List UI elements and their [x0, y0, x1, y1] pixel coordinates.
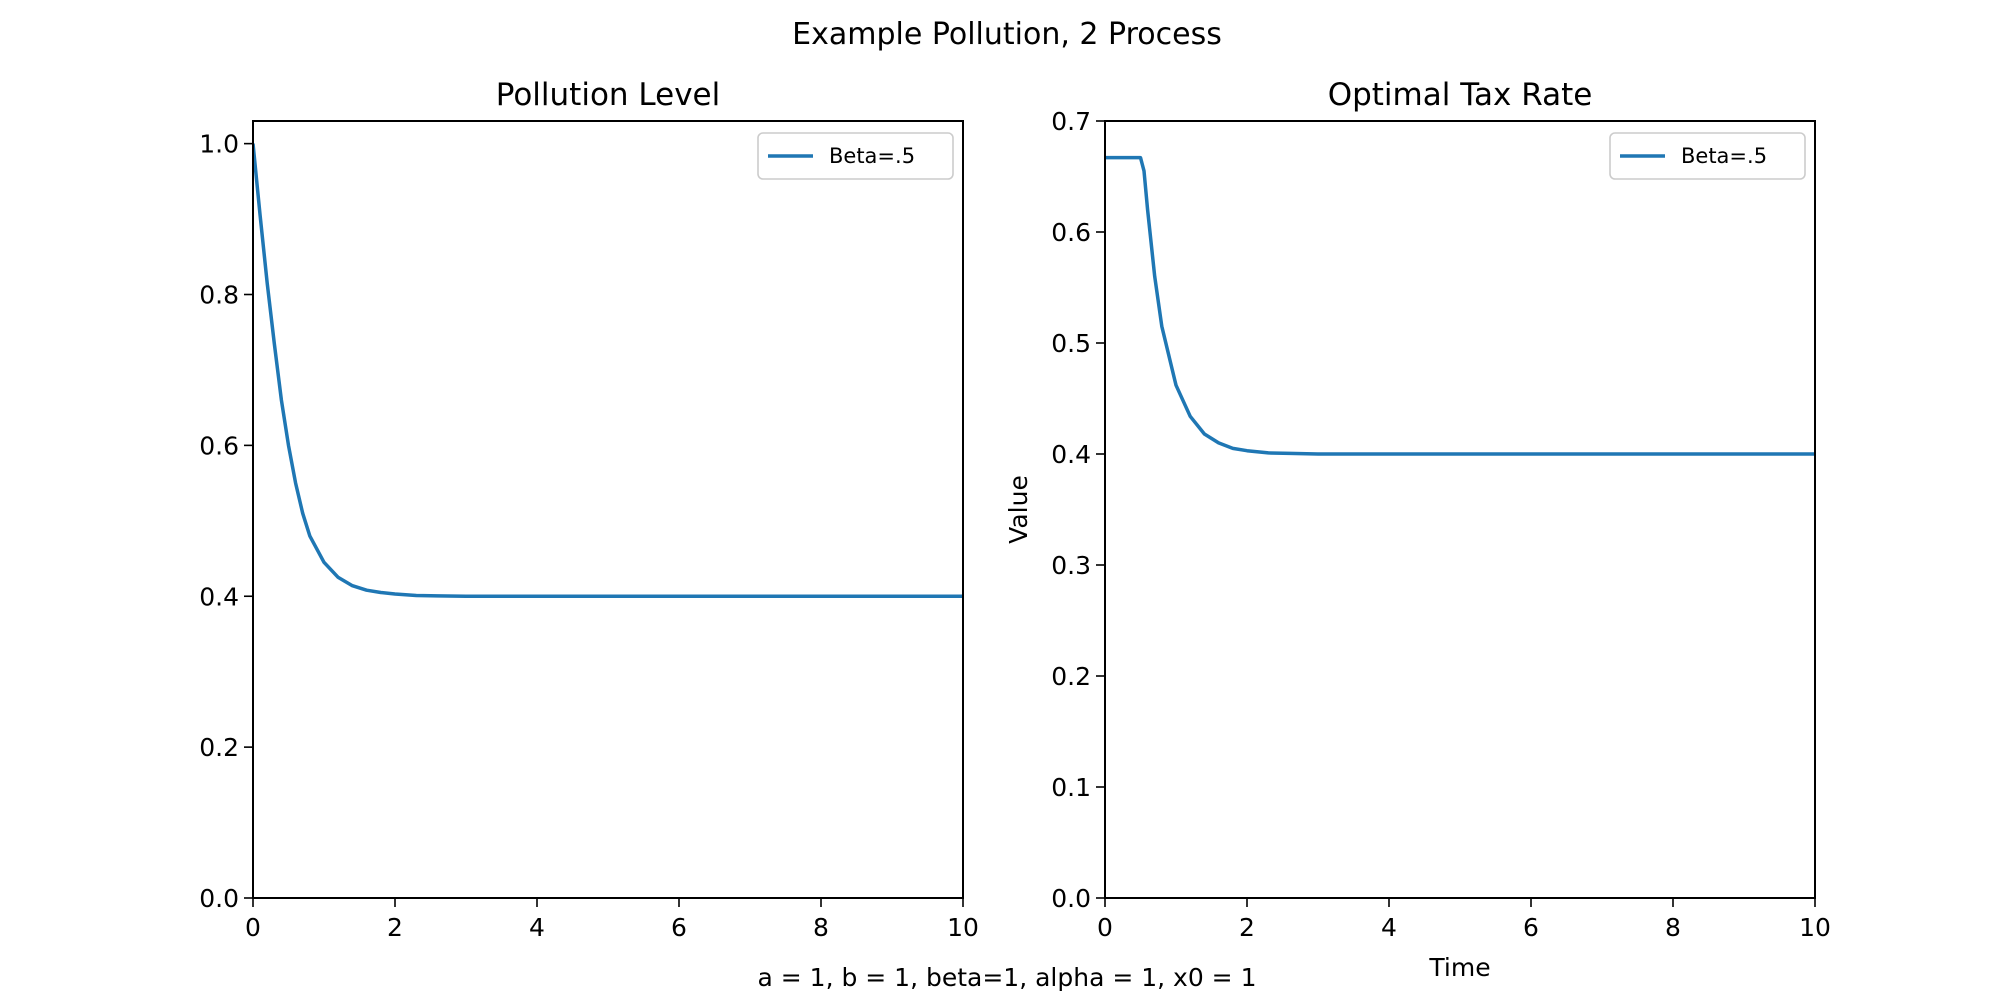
- x-tick-label: 6: [1523, 913, 1539, 942]
- x-tick-label: 8: [813, 913, 829, 942]
- x-tick-label: 4: [529, 913, 545, 942]
- y-tick-label: 0.8: [199, 281, 239, 310]
- y-tick-label: 1.0: [199, 130, 239, 159]
- figure-footnote: a = 1, b = 1, beta=1, alpha = 1, x0 = 1: [758, 963, 1257, 992]
- pollution-level-panel: Pollution Level 0 2 4 6 8 10 0.0 0.2 0.4 0.6 0.8 1.0…: [199, 77, 979, 942]
- x-tick-label: 10: [1799, 913, 1831, 942]
- axes-frame: [252, 120, 964, 899]
- panel-title: Optimal Tax Rate: [1328, 77, 1593, 113]
- y-axis-label: Value: [1004, 475, 1033, 544]
- y-tick-label: 0.1: [1051, 773, 1091, 802]
- x-tick-label: 4: [1381, 913, 1397, 942]
- y-tick-label: 0.6: [199, 431, 239, 460]
- y-tick-label: 0.0: [1051, 884, 1091, 913]
- legend-box: [1609, 132, 1806, 180]
- panel-title: Pollution Level: [496, 77, 721, 113]
- y-tick-label: 0.5: [1051, 329, 1091, 358]
- x-tick-label: 0: [245, 913, 261, 942]
- legend-box: [757, 132, 954, 180]
- series-line-0: [1105, 155, 1815, 456]
- series-line-0: [253, 143, 963, 599]
- axes-frame: [1104, 120, 1816, 899]
- x-tick-label: 8: [1665, 913, 1681, 942]
- y-tick-label: 0.4: [199, 582, 239, 611]
- x-tick-label: 0: [1097, 913, 1113, 942]
- legend-label: Beta=.5: [829, 144, 915, 168]
- y-tick-label: 0.3: [1051, 551, 1091, 580]
- x-tick-label: 2: [387, 913, 403, 942]
- optimal-tax-rate-panel: Optimal Tax Rate 0 2 4 6 8 10 0.0 0.1 0.2 0.3 0.4 0.…: [1004, 77, 1831, 982]
- figure-suptitle: Example Pollution, 2 Process: [792, 17, 1222, 52]
- y-tick-label: 0.2: [199, 733, 239, 762]
- y-tick-label: 0.4: [1051, 440, 1091, 469]
- x-axis-label: Time: [1428, 953, 1490, 982]
- x-tick-label: 10: [947, 913, 979, 942]
- y-tick-label: 0.2: [1051, 662, 1091, 691]
- y-tick-label: 0.0: [199, 884, 239, 913]
- legend-label: Beta=.5: [1681, 144, 1767, 168]
- x-tick-label: 2: [1239, 913, 1255, 942]
- y-tick-label: 0.6: [1051, 218, 1091, 247]
- y-tick-label: 0.7: [1051, 107, 1091, 136]
- x-tick-label: 6: [671, 913, 687, 942]
